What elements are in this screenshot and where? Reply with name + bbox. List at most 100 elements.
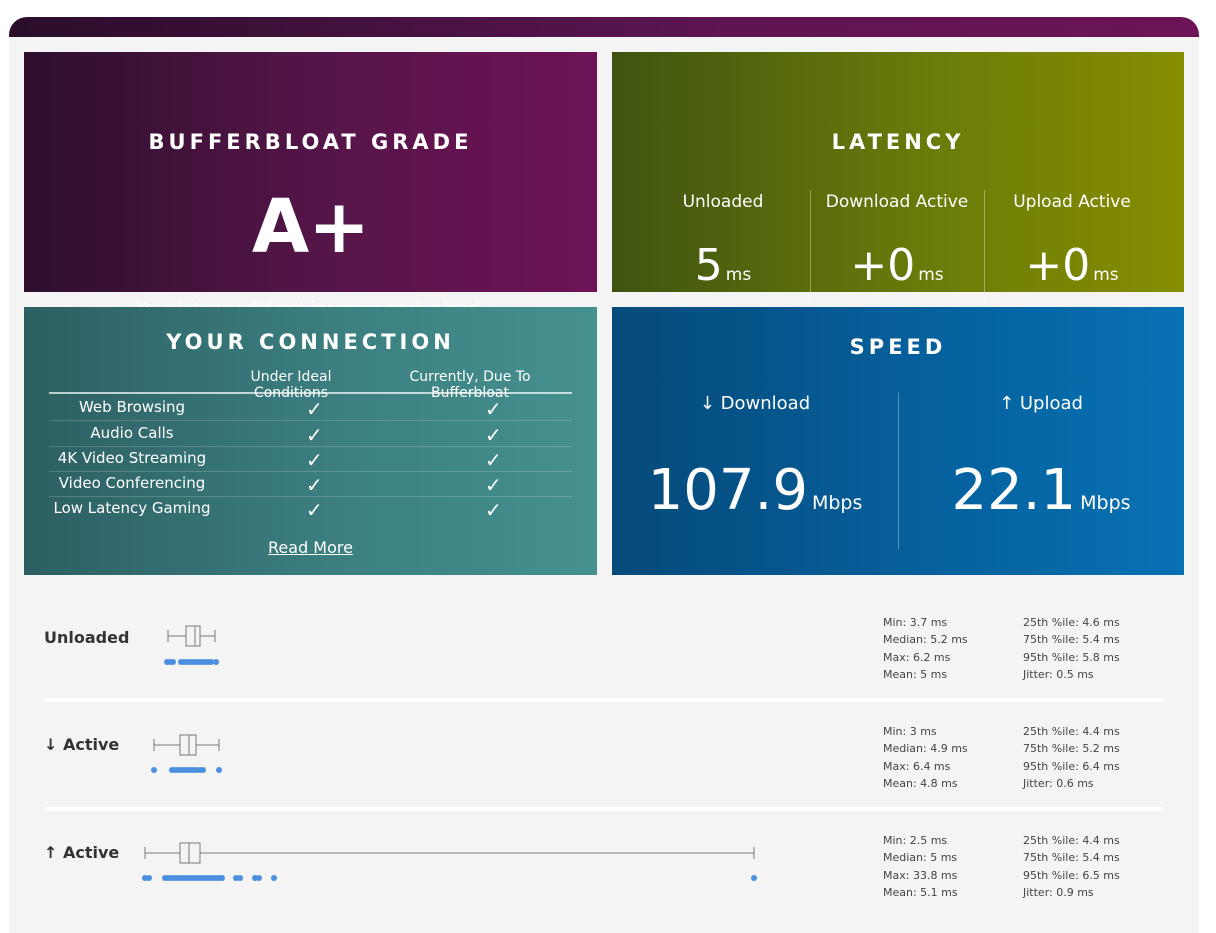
use-case-name: 4K Video Streaming [57,449,207,467]
stat-median: Median: 5 ms [883,851,958,865]
stats-right: 25th %ile: 4.4 ms 75th %ile: 5.2 ms 95th… [1023,723,1120,792]
stat-p75: 75th %ile: 5.4 ms [1023,633,1120,647]
grade-value: A+ [251,184,370,270]
latency-value: 5 [694,240,723,291]
latency-boxplot [151,734,222,773]
your-connection-card: YOUR CONNECTION Under Ideal Conditions C… [24,307,597,575]
check-icon: ✓ [306,423,323,447]
latency-upload-active: Upload Active +0 ms [985,190,1159,318]
latency-title: LATENCY [831,130,965,154]
latency-label: Download Active [825,192,969,212]
stat-median: Median: 5.2 ms [883,633,968,647]
latency-detail-upload-active: ↑ Active Min: 2.5 ms Median: 5 ms Max: 3… [44,813,1164,917]
row-label: ↑ Active [44,843,120,862]
latency-download-active: Download Active +0 ms [810,190,984,318]
stat-max: Max: 6.2 ms [883,650,951,664]
row-divider [44,807,1164,811]
latency-boxplot [142,842,757,881]
column-header-current: Currently, Due To Bufferbloat [409,369,531,401]
stat-p25: 25th %ile: 4.6 ms [1023,616,1120,629]
use-case-name: Video Conferencing [58,474,206,492]
stat-p95: 95th %ile: 5.8 ms [1023,650,1120,664]
check-icon: ✓ [306,498,323,522]
read-more-link[interactable]: Read More [268,538,353,557]
check-icon: ✓ [485,448,502,472]
table-row: Video Conferencing ✓ ✓ [49,471,572,497]
row-label: ↓ Active [44,735,120,754]
stats-right: 25th %ile: 4.4 ms 75th %ile: 5.4 ms 95th… [1023,832,1120,901]
use-case-name: Low Latency Gaming [53,499,211,517]
sample-dots [164,659,219,665]
use-case-name: Audio Calls [90,424,174,442]
sample-dots [151,767,222,773]
latency-label: Unloaded [682,192,764,212]
sample-dots [142,875,757,881]
latency-label: Upload Active [1013,192,1131,212]
column-divider [810,190,811,318]
box-iqr [179,734,197,756]
latency-unloaded: Unloaded 5 ms [636,190,810,318]
check-icon: ✓ [485,498,502,522]
check-icon: ✓ [485,473,502,497]
connection-title: YOUR CONNECTION [166,330,455,354]
stat-mean: Mean: 4.8 ms [883,776,958,790]
stat-p25: 25th %ile: 4.4 ms [1023,725,1120,738]
stats-left: Min: 2.5 ms Median: 5 ms Max: 33.8 ms Me… [883,832,958,901]
table-row: Low Latency Gaming ✓ ✓ [49,496,572,522]
upload-value: 22.1 [951,458,1077,523]
stat-p75: 75th %ile: 5.4 ms [1023,851,1120,865]
download-speed: ↓ Download 107.9 Mbps [612,393,898,523]
upload-label: ↑ Upload [999,393,1083,414]
column-divider [984,190,985,318]
bufferbloat-grade-card: BUFFERBLOAT GRADE A+ Your latency did no… [24,52,597,319]
check-icon: ✓ [306,448,323,472]
stat-mean: Mean: 5.1 ms [883,885,958,899]
top-header-bar [9,17,1199,37]
latency-detail-unloaded: Unloaded Min: 3.7 ms Median: 5.2 ms Max:… [44,596,1164,700]
stat-p75: 75th %ile: 5.2 ms [1023,742,1120,756]
latency-value: +0 [850,240,916,291]
stat-p95: 95th %ile: 6.5 ms [1023,868,1120,882]
row-divider [44,698,1164,702]
upload-unit: Mbps [1080,492,1131,514]
stats-left: Min: 3 ms Median: 4.9 ms Max: 6.4 ms Mea… [883,723,968,792]
stat-min: Min: 2.5 ms [883,834,948,847]
latency-value: +0 [1025,240,1091,291]
stat-jitter: Jitter: 0.9 ms [1023,885,1094,899]
latency-unit: ms [1093,265,1119,285]
stat-mean: Mean: 5 ms [883,667,948,681]
stat-max: Max: 6.4 ms [883,759,951,773]
stat-p95: 95th %ile: 6.4 ms [1023,759,1120,773]
table-row: Audio Calls ✓ ✓ [49,421,572,447]
download-unit: Mbps [811,492,863,514]
stat-min: Min: 3 ms [883,725,937,738]
stat-p25: 25th %ile: 4.4 ms [1023,834,1120,847]
stat-min: Min: 3.7 ms [883,616,948,629]
latency-detail-download-active: ↓ Active Min: 3 ms Median: 4.9 ms Max: 6… [44,705,1164,809]
check-icon: ✓ [485,423,502,447]
speed-card: SPEED ↓ Download 107.9 Mbps ↑ Upload 22.1… [612,307,1184,575]
upload-speed: ↑ Upload 22.1 Mbps [898,393,1184,523]
latency-card: LATENCY Unloaded 5 ms Download Active +0 m… [612,52,1184,318]
latency-unit: ms [918,265,944,285]
download-value: 107.9 [647,458,808,523]
latency-unit: ms [725,265,752,285]
stats-left: Min: 3.7 ms Median: 5.2 ms Max: 6.2 ms M… [883,614,968,683]
table-header-rule [49,392,572,394]
row-label: Unloaded [44,628,130,647]
stat-jitter: Jitter: 0.6 ms [1023,776,1094,790]
latency-boxplot [164,625,219,665]
table-row: 4K Video Streaming ✓ ✓ [49,446,572,472]
grade-title: BUFFERBLOAT GRADE [148,130,473,154]
column-divider [898,393,899,549]
stat-max: Max: 33.8 ms [883,868,958,882]
use-case-name: Web Browsing [78,398,186,416]
speed-title: SPEED [849,335,947,359]
stats-right: 25th %ile: 4.6 ms 75th %ile: 5.4 ms 95th… [1023,614,1120,683]
stat-jitter: Jitter: 0.5 ms [1023,667,1094,681]
box-iqr [179,842,201,864]
check-icon: ✓ [306,397,323,421]
stat-median: Median: 4.9 ms [883,742,968,756]
check-icon: ✓ [306,473,323,497]
table-row: Web Browsing ✓ ✓ [49,395,572,421]
